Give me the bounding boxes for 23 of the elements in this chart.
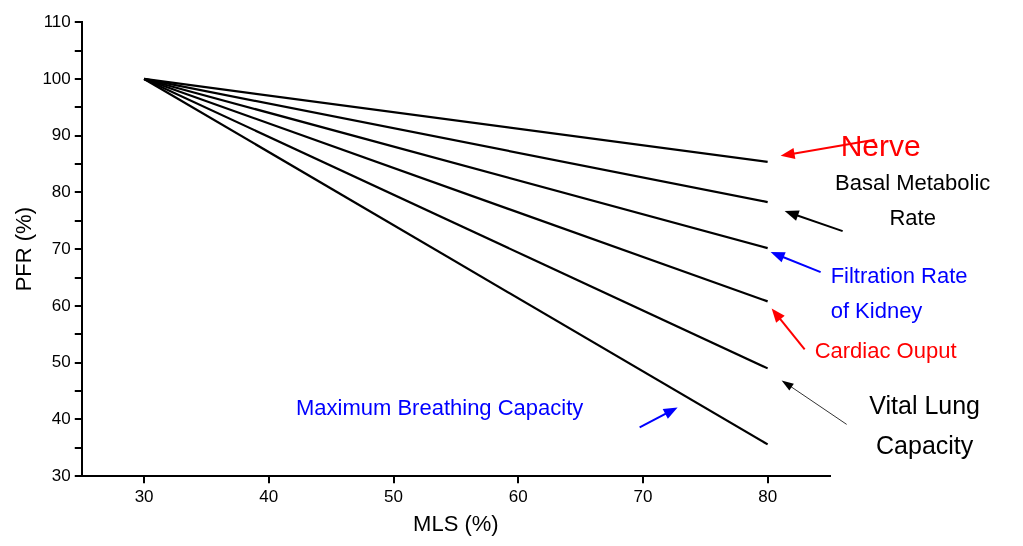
text: Nerve — [840, 129, 921, 163]
x-tick-label: 70 — [633, 487, 653, 507]
x-axis-title: MLS (%) — [413, 510, 499, 536]
x-tick-label: 60 — [508, 487, 528, 507]
x-tick-label: 30 — [134, 487, 154, 507]
y-tick-label: 60 — [51, 295, 71, 315]
text: Filtration Rate of Kidney — [830, 263, 968, 324]
text: Vital Lung Capacity — [869, 391, 981, 460]
x-tick-label: 50 — [384, 487, 403, 507]
y-tick-label: 90 — [51, 125, 71, 145]
x-tick-label: 80 — [758, 487, 778, 507]
y-tick-label: 40 — [51, 409, 71, 429]
y-tick-label: 50 — [51, 352, 71, 372]
y-tick-label: 70 — [51, 238, 71, 258]
x-tick-label: 40 — [259, 487, 279, 507]
y-tick-label: 30 — [51, 465, 71, 485]
y-tick-label: 110 — [43, 11, 71, 31]
y-axis-title: PFR (%) — [11, 207, 37, 292]
annotation: Maximum Breathing Capacity — [295, 395, 584, 421]
y-tick-label: 80 — [51, 182, 71, 202]
y-tick-label: 100 — [42, 68, 71, 88]
text: Basal Metabolic Rate — [834, 170, 991, 231]
annotation: Cardiac Ouput — [814, 338, 957, 364]
